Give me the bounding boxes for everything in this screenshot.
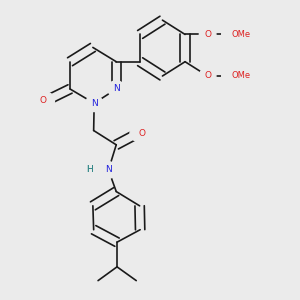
- Circle shape: [222, 68, 238, 84]
- Circle shape: [86, 95, 103, 112]
- Circle shape: [108, 81, 124, 97]
- Text: N: N: [91, 99, 98, 108]
- Text: OMe: OMe: [231, 30, 250, 39]
- Text: N: N: [113, 85, 120, 94]
- Text: O: O: [204, 71, 211, 80]
- Text: H: H: [86, 166, 93, 175]
- Circle shape: [222, 26, 238, 43]
- Text: O: O: [204, 30, 211, 39]
- Text: N: N: [105, 166, 112, 175]
- Circle shape: [130, 125, 147, 141]
- Circle shape: [199, 26, 216, 43]
- Text: H: H: [86, 166, 93, 175]
- Circle shape: [38, 92, 54, 109]
- Circle shape: [100, 162, 117, 178]
- Text: O: O: [138, 129, 145, 138]
- Circle shape: [199, 68, 216, 84]
- Text: O: O: [39, 96, 46, 105]
- Text: OMe: OMe: [231, 71, 250, 80]
